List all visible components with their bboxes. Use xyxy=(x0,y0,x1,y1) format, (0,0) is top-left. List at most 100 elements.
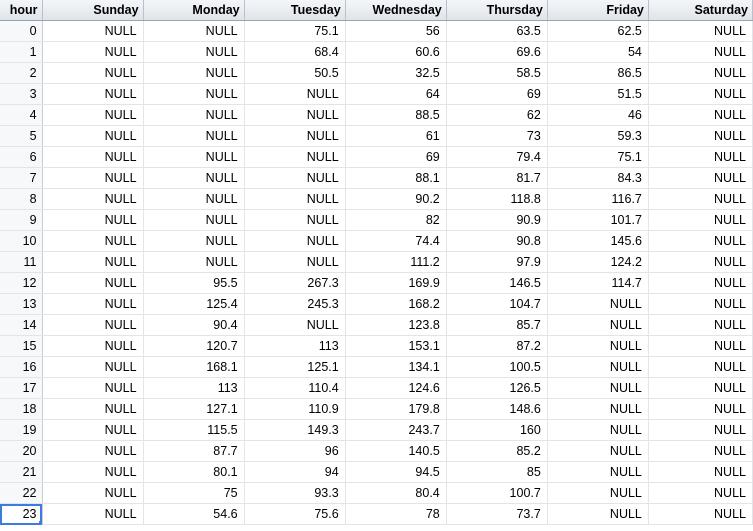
tuesday-cell[interactable]: NULL xyxy=(244,188,346,210)
sunday-cell[interactable]: NULL xyxy=(42,20,144,42)
saturday-cell[interactable]: NULL xyxy=(648,104,753,126)
table-row[interactable]: 13 NULL 125.4 245.3 168.2 104.7 NULL NULL xyxy=(0,293,753,315)
thursday-cell[interactable]: 73 xyxy=(446,125,548,147)
hour-cell[interactable]: 4 xyxy=(0,104,43,126)
saturday-cell[interactable]: NULL xyxy=(648,482,753,504)
sunday-cell[interactable]: NULL xyxy=(42,104,144,126)
saturday-cell[interactable]: NULL xyxy=(648,20,753,42)
table-row[interactable]: 14 NULL 90.4 NULL 123.8 85.7 NULL NULL xyxy=(0,314,753,336)
hour-cell[interactable]: 10 xyxy=(0,230,43,252)
sunday-cell[interactable]: NULL xyxy=(42,167,144,189)
friday-cell[interactable]: 84.3 xyxy=(547,167,649,189)
thursday-cell[interactable]: 160 xyxy=(446,419,548,441)
table-row[interactable]: 1 NULL NULL 68.4 60.6 69.6 54 NULL xyxy=(0,41,753,63)
wednesday-cell[interactable]: 64 xyxy=(345,83,447,105)
hour-cell[interactable]: 19 xyxy=(0,419,43,441)
friday-cell[interactable]: 62.5 xyxy=(547,20,649,42)
hour-cell[interactable]: 18 xyxy=(0,398,43,420)
sunday-cell[interactable]: NULL xyxy=(42,272,144,294)
sunday-cell[interactable]: NULL xyxy=(42,335,144,357)
wednesday-cell[interactable]: 179.8 xyxy=(345,398,447,420)
hour-cell[interactable]: 17 xyxy=(0,377,43,399)
sunday-cell[interactable]: NULL xyxy=(42,482,144,504)
saturday-cell[interactable]: NULL xyxy=(648,83,753,105)
monday-cell[interactable]: NULL xyxy=(143,104,245,126)
monday-cell[interactable]: 95.5 xyxy=(143,272,245,294)
table-row[interactable]: 3 NULL NULL NULL 64 69 51.5 NULL xyxy=(0,83,753,105)
sunday-cell[interactable]: NULL xyxy=(42,314,144,336)
thursday-cell[interactable]: 90.9 xyxy=(446,209,548,231)
tuesday-cell[interactable]: NULL xyxy=(244,83,346,105)
hour-cell[interactable]: 5 xyxy=(0,125,43,147)
hour-cell[interactable]: 15 xyxy=(0,335,43,357)
friday-cell[interactable]: NULL xyxy=(547,503,649,525)
wednesday-cell[interactable]: 88.1 xyxy=(345,167,447,189)
saturday-cell[interactable]: NULL xyxy=(648,125,753,147)
saturday-cell[interactable]: NULL xyxy=(648,62,753,84)
friday-cell[interactable]: 114.7 xyxy=(547,272,649,294)
thursday-cell[interactable]: 58.5 xyxy=(446,62,548,84)
friday-cell[interactable]: NULL xyxy=(547,314,649,336)
monday-cell[interactable]: NULL xyxy=(143,188,245,210)
friday-cell[interactable]: NULL xyxy=(547,482,649,504)
tuesday-cell[interactable]: 94 xyxy=(244,461,346,483)
wednesday-cell[interactable]: 61 xyxy=(345,125,447,147)
hour-cell[interactable]: 2 xyxy=(0,62,43,84)
sunday-cell[interactable]: NULL xyxy=(42,398,144,420)
saturday-cell[interactable]: NULL xyxy=(648,314,753,336)
monday-cell[interactable]: NULL xyxy=(143,146,245,168)
sunday-cell[interactable]: NULL xyxy=(42,461,144,483)
friday-cell[interactable]: 86.5 xyxy=(547,62,649,84)
sunday-cell[interactable]: NULL xyxy=(42,251,144,273)
saturday-cell[interactable]: NULL xyxy=(648,293,753,315)
hour-cell[interactable]: 11 xyxy=(0,251,43,273)
hour-cell[interactable]: 22 xyxy=(0,482,43,504)
tuesday-cell[interactable]: NULL xyxy=(244,125,346,147)
monday-cell[interactable]: 80.1 xyxy=(143,461,245,483)
table-row[interactable]: 19 NULL 115.5 149.3 243.7 160 NULL NULL xyxy=(0,419,753,441)
friday-cell[interactable]: 145.6 xyxy=(547,230,649,252)
tuesday-cell[interactable]: NULL xyxy=(244,251,346,273)
hour-cell[interactable]: 23 xyxy=(0,503,43,525)
monday-cell[interactable]: 54.6 xyxy=(143,503,245,525)
hour-cell[interactable]: 20 xyxy=(0,440,43,462)
table-row[interactable]: 22 NULL 75 93.3 80.4 100.7 NULL NULL xyxy=(0,482,753,504)
monday-cell[interactable]: NULL xyxy=(143,230,245,252)
table-row[interactable]: 6 NULL NULL NULL 69 79.4 75.1 NULL xyxy=(0,146,753,168)
saturday-cell[interactable]: NULL xyxy=(648,188,753,210)
friday-cell[interactable]: NULL xyxy=(547,398,649,420)
monday-cell[interactable]: 75 xyxy=(143,482,245,504)
tuesday-cell[interactable]: 245.3 xyxy=(244,293,346,315)
column-header-friday[interactable]: Friday xyxy=(547,0,649,21)
sunday-cell[interactable]: NULL xyxy=(42,41,144,63)
table-row[interactable]: 15 NULL 120.7 113 153.1 87.2 NULL NULL xyxy=(0,335,753,357)
table-row[interactable]: 16 NULL 168.1 125.1 134.1 100.5 NULL NULL xyxy=(0,356,753,378)
monday-cell[interactable]: 127.1 xyxy=(143,398,245,420)
wednesday-cell[interactable]: 78 xyxy=(345,503,447,525)
hour-cell[interactable]: 7 xyxy=(0,167,43,189)
friday-cell[interactable]: NULL xyxy=(547,440,649,462)
table-row[interactable]: 2 NULL NULL 50.5 32.5 58.5 86.5 NULL xyxy=(0,62,753,84)
wednesday-cell[interactable]: 168.2 xyxy=(345,293,447,315)
monday-cell[interactable]: 90.4 xyxy=(143,314,245,336)
wednesday-cell[interactable]: 60.6 xyxy=(345,41,447,63)
thursday-cell[interactable]: 90.8 xyxy=(446,230,548,252)
friday-cell[interactable]: NULL xyxy=(547,335,649,357)
hour-cell[interactable]: 6 xyxy=(0,146,43,168)
friday-cell[interactable]: 75.1 xyxy=(547,146,649,168)
tuesday-cell[interactable]: 75.6 xyxy=(244,503,346,525)
column-header-sunday[interactable]: Sunday xyxy=(42,0,144,21)
saturday-cell[interactable]: NULL xyxy=(648,440,753,462)
friday-cell[interactable]: 51.5 xyxy=(547,83,649,105)
table-row[interactable]: 8 NULL NULL NULL 90.2 118.8 116.7 NULL xyxy=(0,188,753,210)
wednesday-cell[interactable]: 32.5 xyxy=(345,62,447,84)
monday-cell[interactable]: NULL xyxy=(143,20,245,42)
wednesday-cell[interactable]: 74.4 xyxy=(345,230,447,252)
monday-cell[interactable]: 120.7 xyxy=(143,335,245,357)
tuesday-cell[interactable]: NULL xyxy=(244,314,346,336)
hour-cell[interactable]: 13 xyxy=(0,293,43,315)
tuesday-cell[interactable]: 149.3 xyxy=(244,419,346,441)
hour-cell[interactable]: 8 xyxy=(0,188,43,210)
hour-cell[interactable]: 21 xyxy=(0,461,43,483)
